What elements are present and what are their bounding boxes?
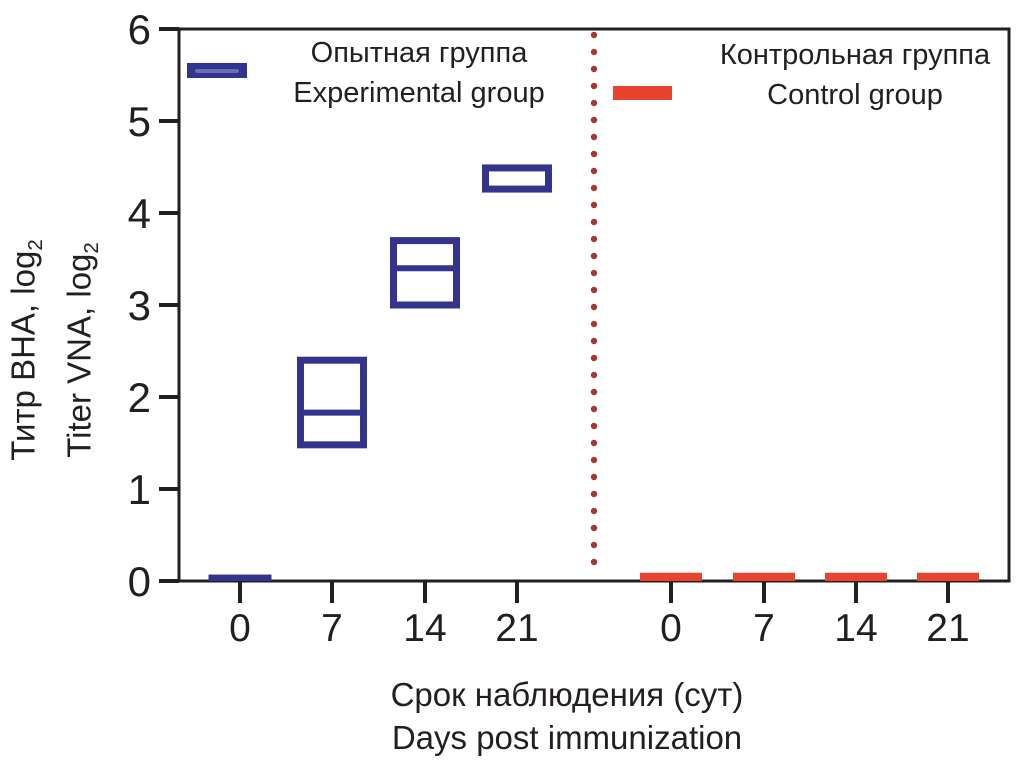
separator-dot	[590, 269, 598, 277]
separator-dot	[590, 133, 598, 141]
separator-dot	[590, 405, 598, 413]
separator-dot	[590, 65, 598, 73]
y-axis-tick-label: 5	[128, 98, 151, 145]
legend-key-control-icon	[613, 86, 672, 100]
separator-dot	[590, 82, 598, 90]
separator-dot	[590, 184, 598, 192]
y-axis-tick-label: 4	[128, 190, 151, 237]
separator-dot	[590, 541, 598, 549]
separator-dot	[590, 473, 598, 481]
x-axis-tick-label: 0	[660, 607, 682, 650]
legend-key-experimental-icon	[187, 63, 247, 78]
separator-dot	[590, 524, 598, 532]
experimental-box-day-21	[482, 164, 552, 193]
legend-control-label-ru: Контрольная группа	[719, 39, 991, 71]
y-axis-tick-label: 0	[128, 558, 151, 605]
separator-dot	[590, 320, 598, 328]
separator-dot	[590, 371, 598, 379]
separator-dot	[590, 286, 598, 294]
experimental-bar-day-0	[208, 574, 272, 581]
x-axis-tick-label: 0	[229, 607, 251, 650]
y-axis-tick-label: 3	[128, 282, 151, 329]
separator-dot	[590, 490, 598, 498]
legend-experimental-label-ru: Опытная группа	[310, 37, 528, 69]
separator-dot	[590, 48, 598, 56]
legend-control-label-en: Control group	[767, 79, 943, 111]
x-axis-tick-label: 21	[926, 607, 969, 650]
y-axis-tick-label: 2	[128, 374, 151, 421]
control-bar-day-7	[733, 572, 795, 581]
experimental-box-day-14	[390, 237, 460, 309]
x-axis-tick-label: 7	[753, 607, 775, 650]
x-axis-title-en: Days post immunization	[391, 719, 743, 756]
x-axis-tick-label: 7	[321, 607, 343, 650]
y-axis-label-ru: Титр ВНА, log2	[4, 239, 47, 461]
legend-experimental: Опытная группа Experimental group	[254, 33, 584, 113]
separator-dot	[590, 218, 598, 226]
separator-dot	[590, 235, 598, 243]
separator-dot	[590, 116, 598, 124]
separator-dot	[590, 167, 598, 175]
separator-dot	[590, 439, 598, 447]
y-axis-tick-label: 1	[128, 466, 151, 513]
separator-dot	[590, 456, 598, 464]
separator-dot	[590, 422, 598, 430]
separator-dot	[590, 303, 598, 311]
separator-dot	[590, 201, 598, 209]
separator-dot	[590, 150, 598, 158]
experimental-box-day-7	[297, 356, 367, 449]
y-axis-label-en: Titer VNA, log2	[60, 242, 103, 458]
x-axis-tick-label: 14	[403, 607, 446, 650]
legend-control: Контрольная группа Control group	[690, 35, 1020, 115]
separator-dot	[590, 354, 598, 362]
separator-dot	[590, 252, 598, 260]
legend-experimental-label-en: Experimental group	[293, 77, 545, 109]
control-bar-day-21	[917, 572, 979, 581]
y-axis-label: Титр ВНА, log2 Titer VNA, log2	[1, 239, 112, 460]
x-axis-title-ru: Срок наблюдения (сут)	[390, 676, 744, 713]
separator-dot	[590, 507, 598, 515]
separator-dot	[590, 558, 598, 566]
x-axis-tick-label: 14	[834, 607, 877, 650]
separator-dot	[590, 31, 598, 39]
control-bar-day-0	[640, 572, 702, 581]
separator-dot	[590, 99, 598, 107]
x-axis-title: Срок наблюдения (сут) Days post immuniza…	[317, 673, 817, 759]
y-axis-tick-label: 6	[128, 6, 151, 53]
legend-key-experimental-median-stripe	[195, 68, 239, 73]
x-axis-tick-label: 21	[495, 607, 538, 650]
control-bar-day-14	[825, 572, 887, 581]
separator-dot	[590, 388, 598, 396]
separator-dot	[590, 337, 598, 345]
